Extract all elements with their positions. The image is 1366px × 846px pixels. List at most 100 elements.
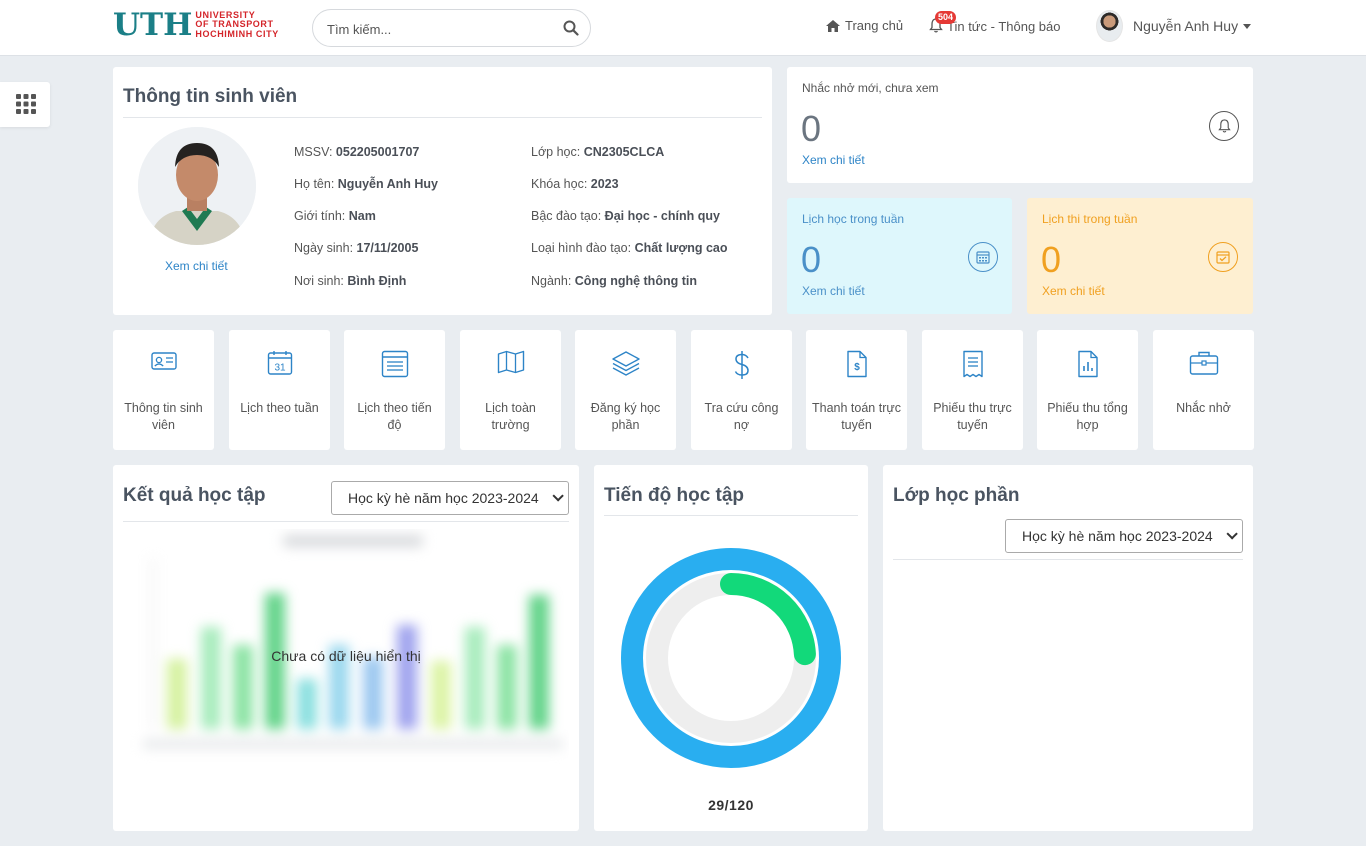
logo-line: OF TRANSPORT — [195, 19, 274, 30]
field-label: Họ tên: — [294, 177, 338, 191]
home-icon — [826, 19, 840, 32]
field-level: Bậc đào tạo: Đại học - chính quy — [531, 209, 720, 223]
tile-school-schedule[interactable]: Lịch toàn trường — [460, 330, 561, 450]
search-icon[interactable] — [563, 20, 579, 36]
field-mssv: MSSV: 052205001707 — [294, 145, 419, 159]
field-value: 17/11/2005 — [356, 241, 419, 255]
exam-schedule-label: Lịch thi trong tuần — [1042, 212, 1138, 226]
nav-news-link[interactable]: 504 Tin tức - Thông báo — [929, 11, 1060, 34]
field-program-type: Loại hình đào tạo: Chất lượng cao — [531, 241, 728, 255]
reminders-count: 0 — [801, 108, 822, 149]
map-icon — [497, 350, 524, 374]
avatar — [1096, 10, 1123, 42]
field-gender: Giới tính: Nam — [294, 209, 376, 223]
tile-course-registration[interactable]: Đăng ký học phần — [575, 330, 676, 450]
tile-label: Lịch theo tuần — [240, 401, 319, 415]
logo-mark: UTH — [113, 7, 193, 43]
tile-debt-lookup[interactable]: Tra cứu công nợ — [691, 330, 792, 450]
notification-bell: 504 — [929, 11, 957, 34]
tile-online-receipt[interactable]: Phiếu thu trực tuyến — [922, 330, 1023, 450]
weekly-schedule-count: 0 — [801, 239, 822, 280]
field-value: Chất lượng cao — [634, 241, 728, 255]
field-label: Giới tính: — [294, 209, 349, 223]
results-semester-select[interactable]: Học kỳ hè năm học 2023-2024 — [331, 481, 569, 515]
dollar-icon — [734, 351, 749, 379]
results-chart-placeholder: Chưa có dữ liệu hiển thị — [123, 529, 569, 785]
svg-text:$: $ — [854, 362, 860, 373]
invoice-icon: $ — [846, 350, 867, 378]
tile-label: Phiếu thu tổng hợp — [1047, 401, 1128, 432]
user-menu[interactable]: Nguyễn Anh Huy — [1096, 10, 1252, 42]
student-info-detail-link[interactable]: Xem chi tiết — [165, 259, 228, 273]
news-count-badge: 504 — [935, 11, 957, 24]
receipt-icon — [962, 350, 983, 378]
field-birthdate: Ngày sinh: 17/11/2005 — [294, 241, 418, 255]
tile-online-payment[interactable]: $ Thanh toán trực tuyến — [806, 330, 907, 450]
field-value: Công nghệ thông tin — [574, 274, 697, 288]
field-label: Khóa học: — [531, 177, 591, 191]
app-menu-button[interactable] — [0, 82, 50, 127]
progress-panel: Tiến độ học tập 29/120 — [594, 465, 868, 831]
exam-schedule-count: 0 — [1041, 239, 1062, 280]
weekly-schedule-card[interactable]: Lịch học trong tuần 0 Xem chi tiết — [787, 198, 1012, 314]
caret-down-icon — [1243, 23, 1252, 29]
field-value: CN2305CLCA — [583, 145, 665, 159]
logo-line: UNIVERSITY — [195, 9, 256, 20]
reminders-card[interactable]: Nhắc nhở mới, chưa xem 0 Xem chi tiết — [787, 67, 1253, 183]
field-value: Nam — [348, 209, 376, 223]
field-label: Nơi sinh: — [294, 274, 348, 288]
tile-student-info[interactable]: Thông tin sinh viên — [113, 330, 214, 450]
tile-weekly-schedule[interactable]: 31 Lịch theo tuần — [229, 330, 330, 450]
field-birthplace: Nơi sinh: Bình Định — [294, 274, 406, 288]
calendar-31-icon: 31 — [267, 351, 292, 375]
layers-icon — [611, 351, 640, 376]
divider — [604, 515, 858, 516]
search-input[interactable] — [327, 19, 557, 39]
empty-data-message: Chưa có dữ liệu hiển thị — [271, 648, 421, 664]
chevron-down-icon — [1226, 528, 1238, 540]
donut-outer-ring — [621, 548, 841, 768]
tile-label: Lịch toàn trường — [485, 401, 536, 432]
student-photo-image — [138, 127, 256, 245]
weekly-schedule-detail-link[interactable]: Xem chi tiết — [802, 284, 865, 298]
classes-semester-select[interactable]: Học kỳ hè năm học 2023-2024 — [1005, 519, 1243, 553]
classes-panel: Lớp học phần Học kỳ hè năm học 2023-2024 — [883, 465, 1253, 831]
tile-label: Thông tin sinh viên — [124, 401, 203, 432]
tile-progress-schedule[interactable]: Lịch theo tiến độ — [344, 330, 445, 450]
divider — [123, 117, 762, 118]
exam-schedule-card[interactable]: Lịch thi trong tuần 0 Xem chi tiết — [1027, 198, 1253, 314]
field-class: Lớp học: CN2305CLCA — [531, 145, 664, 159]
tile-label: Lịch theo tiến độ — [357, 401, 432, 432]
calendar-icon — [968, 242, 998, 272]
svg-text:31: 31 — [274, 363, 286, 374]
grid-icon — [16, 94, 36, 114]
bell-icon — [1209, 111, 1239, 141]
divider — [123, 521, 569, 522]
field-value: Bình Định — [347, 274, 407, 288]
briefcase-icon — [1189, 351, 1218, 375]
reminders-label: Nhắc nhở mới, chưa xem — [802, 81, 939, 95]
tile-reminders[interactable]: Nhắc nhở — [1153, 330, 1254, 450]
results-panel: Kết quả học tập Học kỳ hè năm học 2023-2… — [113, 465, 579, 831]
results-semester-value: Học kỳ hè năm học 2023-2024 — [348, 490, 539, 506]
classes-title: Lớp học phần — [893, 485, 1020, 506]
field-label: MSSV: — [294, 145, 336, 159]
results-title: Kết quả học tập — [123, 485, 266, 506]
uth-logo[interactable]: UTH UNIVERSITY OF TRANSPORT HOCHIMINH CI… — [113, 7, 293, 43]
field-major: Ngành: Công nghệ thông tin — [531, 274, 697, 288]
tile-label: Đăng ký học phần — [590, 401, 661, 432]
field-label: Bậc đào tạo: — [531, 209, 605, 223]
field-value: Đại học - chính quy — [604, 209, 720, 223]
field-label: Loại hình đào tạo: — [531, 241, 635, 255]
logo-text: UNIVERSITY OF TRANSPORT HOCHIMINH CITY — [195, 9, 279, 40]
logo-line: HOCHIMINH CITY — [195, 28, 279, 39]
nav-home-link[interactable]: Trang chủ — [826, 18, 903, 33]
student-info-card: Thông tin sinh viên Xem chi tiết MSSV: 0… — [113, 67, 772, 315]
tile-label: Phiếu thu trực tuyến — [933, 401, 1012, 432]
tile-summary-receipt[interactable]: Phiếu thu tổng hợp — [1037, 330, 1138, 450]
report-icon — [1077, 350, 1098, 378]
reminders-detail-link[interactable]: Xem chi tiết — [802, 153, 865, 167]
tile-label: Tra cứu công nợ — [704, 401, 779, 432]
exam-schedule-detail-link[interactable]: Xem chi tiết — [1042, 284, 1105, 298]
progress-donut-chart — [621, 548, 841, 768]
